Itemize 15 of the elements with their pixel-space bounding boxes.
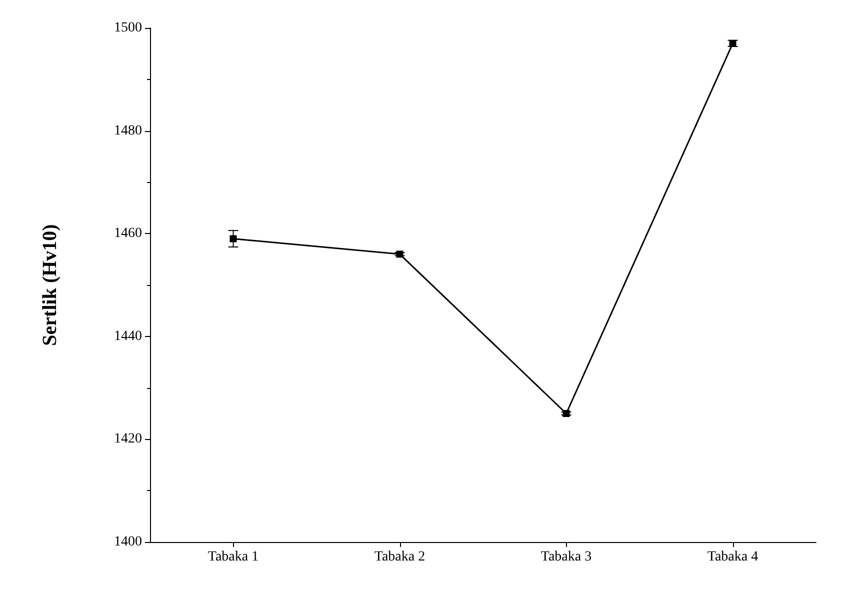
x-tick-label: Tabaka 1 bbox=[208, 550, 259, 564]
y-tick-label: 1400 bbox=[114, 534, 142, 550]
y-tick-label: 1480 bbox=[114, 123, 142, 138]
y-axis-title: Sertlik (Hv10) bbox=[39, 224, 61, 346]
y-tick-label: 1460 bbox=[114, 226, 142, 242]
y-tick-label: 1500 bbox=[114, 20, 142, 36]
point bbox=[562, 410, 570, 417]
point bbox=[396, 250, 404, 258]
x-tick-label: Tabaka 3 bbox=[540, 550, 592, 564]
point bbox=[729, 40, 736, 47]
x-tick-label: Tabaka 4 bbox=[707, 550, 758, 564]
y-tick-label: 1440 bbox=[114, 328, 142, 344]
x-tick-label: Tabaka 2 bbox=[374, 550, 426, 564]
y-tick-label: 1420 bbox=[114, 432, 142, 447]
point bbox=[230, 235, 237, 242]
